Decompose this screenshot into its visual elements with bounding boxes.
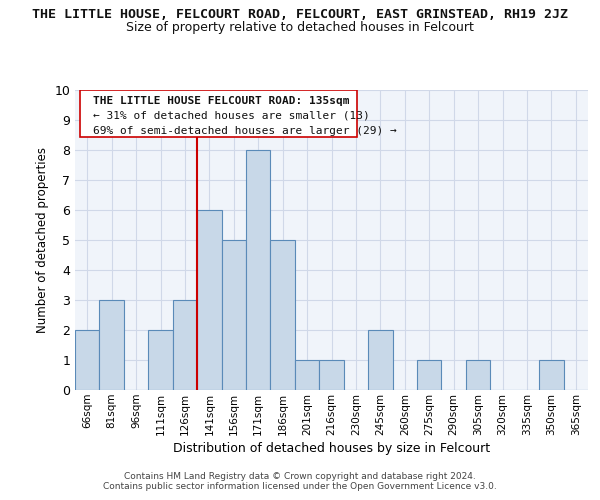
Bar	[319, 360, 344, 390]
Text: 69% of semi-detached houses are larger (29) →: 69% of semi-detached houses are larger (…	[93, 126, 397, 136]
Text: Size of property relative to detached houses in Felcourt: Size of property relative to detached ho…	[126, 21, 474, 34]
Text: THE LITTLE HOUSE, FELCOURT ROAD, FELCOURT, EAST GRINSTEAD, RH19 2JZ: THE LITTLE HOUSE, FELCOURT ROAD, FELCOUR…	[32, 8, 568, 20]
X-axis label: Distribution of detached houses by size in Felcourt: Distribution of detached houses by size …	[173, 442, 490, 455]
FancyBboxPatch shape	[80, 90, 357, 136]
Bar	[539, 360, 563, 390]
Text: ← 31% of detached houses are smaller (13): ← 31% of detached houses are smaller (13…	[93, 111, 370, 121]
Text: THE LITTLE HOUSE FELCOURT ROAD: 135sqm: THE LITTLE HOUSE FELCOURT ROAD: 135sqm	[93, 96, 349, 106]
Bar	[221, 240, 246, 390]
Bar	[246, 150, 271, 390]
Bar	[173, 300, 197, 390]
Bar	[75, 330, 100, 390]
Bar	[466, 360, 490, 390]
Bar	[295, 360, 319, 390]
Bar	[100, 300, 124, 390]
Text: Contains public sector information licensed under the Open Government Licence v3: Contains public sector information licen…	[103, 482, 497, 491]
Bar	[271, 240, 295, 390]
Bar	[197, 210, 221, 390]
Text: Contains HM Land Registry data © Crown copyright and database right 2024.: Contains HM Land Registry data © Crown c…	[124, 472, 476, 481]
Bar	[148, 330, 173, 390]
Bar	[417, 360, 442, 390]
Y-axis label: Number of detached properties: Number of detached properties	[36, 147, 49, 333]
Bar	[368, 330, 392, 390]
